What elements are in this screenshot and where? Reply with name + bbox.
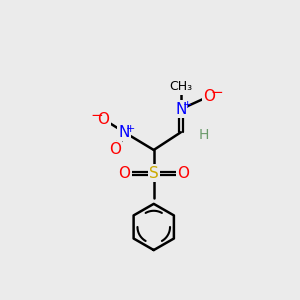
Text: +: +: [183, 100, 193, 110]
Text: O: O: [98, 112, 110, 127]
Text: N: N: [118, 125, 130, 140]
Text: CH₃: CH₃: [169, 80, 192, 92]
Text: N: N: [175, 102, 187, 117]
Text: −: −: [210, 85, 223, 100]
Text: +: +: [126, 124, 135, 134]
Text: O: O: [204, 88, 216, 104]
Text: S: S: [149, 166, 159, 181]
Text: −: −: [91, 108, 103, 123]
Text: H: H: [199, 128, 209, 142]
Text: O: O: [118, 166, 130, 181]
Text: O: O: [109, 142, 121, 158]
Text: O: O: [177, 166, 189, 181]
